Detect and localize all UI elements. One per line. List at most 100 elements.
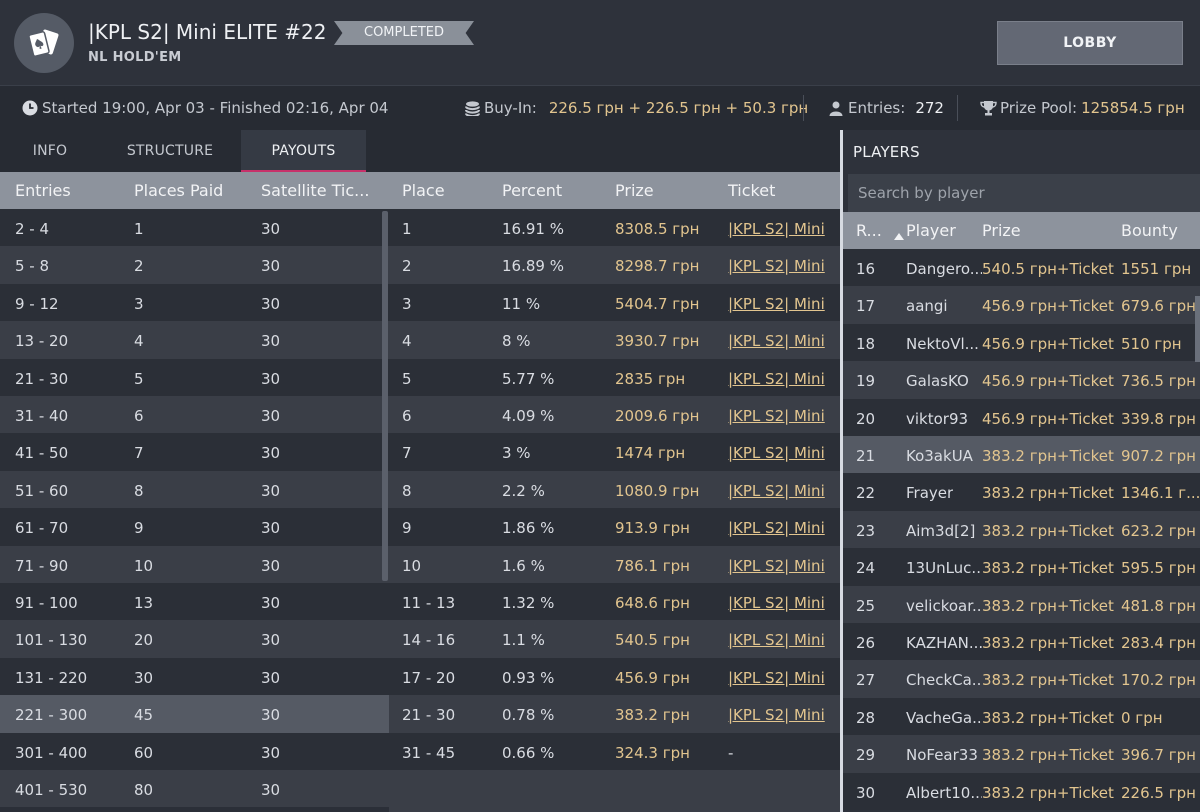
prize-cell: 1474 грн: [615, 444, 686, 463]
table-row[interactable]: 101 - 130 20 30: [0, 620, 389, 658]
percent-cell: 16.89 %: [502, 257, 564, 276]
player-row[interactable]: 20 viktor93 456.9 грн+Ticket 339.8 грн: [843, 398, 1200, 436]
column-header-place[interactable]: Place: [402, 181, 445, 200]
places-paid-cell: 6: [134, 407, 144, 425]
table-row[interactable]: 10 1.6 % 786.1 грн |KPL S2| Mini: [389, 545, 840, 583]
entries-cell: 101 - 130: [15, 631, 88, 650]
table-row[interactable]: 1 16.91 % 8308.5 грн |KPL S2| Mini: [389, 209, 840, 247]
table-row[interactable]: 61 - 70 9 30: [0, 508, 389, 546]
player-row[interactable]: 23 Aim3d[2] 383.2 грн+Ticket 623.2 грн: [843, 510, 1200, 549]
table-row[interactable]: 221 - 300 45 30: [0, 695, 389, 733]
player-row[interactable]: 27 CheckCa... 383.2 грн+Ticket 170.2 грн: [843, 660, 1200, 698]
ticket-link[interactable]: |KPL S2| Mini: [728, 594, 825, 612]
table-row[interactable]: 21 - 30 5 30: [0, 358, 389, 396]
table-row[interactable]: 9 1.86 % 913.9 грн |KPL S2| Mini: [389, 508, 840, 546]
table-row[interactable]: 21 - 30 0.78 % 383.2 грн |KPL S2| Mini: [389, 695, 840, 733]
prize-pool-info: Prize Pool: 125854.5 грн: [980, 99, 1185, 117]
clock-icon: [22, 100, 38, 116]
places-paid-cell: 80: [134, 781, 154, 799]
ticket-link[interactable]: |KPL S2| Mini: [728, 257, 825, 276]
table-row[interactable]: 3 11 % 5404.7 грн |KPL S2| Mini: [389, 283, 840, 322]
table-row[interactable]: 71 - 90 10 30: [0, 545, 389, 583]
entries-cell: 61 - 70: [15, 519, 69, 538]
table-row[interactable]: 31 - 40 6 30: [0, 396, 389, 434]
table-row[interactable]: 11 - 13 1.32 % 648.6 грн |KPL S2| Mini: [389, 583, 840, 621]
table-row[interactable]: 17 - 20 0.93 % 456.9 грн |KPL S2| Mini: [389, 657, 840, 696]
table-row[interactable]: 91 - 100 13 30: [0, 583, 389, 621]
ticket-link[interactable]: |KPL S2| Mini: [728, 294, 825, 313]
ticket-link[interactable]: |KPL S2| Mini: [728, 332, 825, 351]
table-row[interactable]: 5 - 8 2 30: [0, 246, 389, 284]
ticket-link[interactable]: |KPL S2| Mini: [728, 556, 825, 575]
tab-payouts[interactable]: PAYOUTS: [241, 130, 366, 172]
place-cell: 21 - 30: [402, 706, 456, 725]
table-row[interactable]: 2 16.89 % 8298.7 грн |KPL S2| Mini: [389, 246, 840, 284]
ticket-link[interactable]: |KPL S2| Mini: [728, 407, 825, 425]
table-row[interactable]: 5 5.77 % 2835 грн |KPL S2| Mini: [389, 358, 840, 396]
percent-cell: 3 %: [502, 444, 531, 463]
ticket-link[interactable]: |KPL S2| Mini: [728, 631, 825, 650]
table-row[interactable]: 14 - 16 1.1 % 540.5 грн |KPL S2| Mini: [389, 620, 840, 658]
player-row[interactable]: 16 Dangero... 540.5 грн+Ticket 1551 грн: [843, 249, 1200, 287]
time-info: Started 19:00, Apr 03 - Finished 02:16, …: [22, 99, 388, 117]
player-row[interactable]: 17 aangi 456.9 грн+Ticket 679.6 грн: [843, 286, 1200, 324]
column-header-rank[interactable]: R...: [856, 221, 882, 240]
table-row[interactable]: 13 - 20 4 30: [0, 321, 389, 359]
entries-cell: 221 - 300: [15, 706, 88, 725]
player-row[interactable]: 21 Ko3akUA 383.2 грн+Ticket 907.2 грн: [843, 436, 1200, 474]
table-row[interactable]: 6 4.09 % 2009.6 грн |KPL S2| Mini: [389, 396, 840, 434]
table-row[interactable]: 7 3 % 1474 грн |KPL S2| Mini: [389, 433, 840, 471]
places-paid-cell: 7: [134, 444, 144, 463]
table-row[interactable]: 131 - 220 30 30: [0, 657, 389, 696]
table-row[interactable]: 4 8 % 3930.7 грн |KPL S2| Mini: [389, 321, 840, 359]
column-header-percent[interactable]: Percent: [502, 181, 563, 200]
column-header-entries[interactable]: Entries: [15, 181, 71, 200]
table-row[interactable]: 51 - 60 8 30: [0, 470, 389, 509]
player-prize-cell: 383.2 грн+Ticket: [982, 634, 1114, 652]
player-row[interactable]: 29 NoFear33 383.2 грн+Ticket 396.7 грн: [843, 735, 1200, 773]
tab-info[interactable]: INFO: [32, 143, 68, 159]
player-row[interactable]: 30 Albert10... 383.2 грн+Ticket 226.5 грн: [843, 772, 1200, 810]
tournament-logo: [14, 13, 74, 73]
player-row[interactable]: 28 VacheGa... 383.2 грн+Ticket 0 грн: [843, 697, 1200, 736]
table-row[interactable]: 41 - 50 7 30: [0, 433, 389, 471]
divider: [803, 95, 804, 121]
ticket-link[interactable]: |KPL S2| Mini: [728, 444, 825, 463]
table-row[interactable]: 401 - 530 80 30: [0, 770, 389, 808]
ticket-link[interactable]: |KPL S2| Mini: [728, 369, 825, 388]
table-row[interactable]: 8 2.2 % 1080.9 грн |KPL S2| Mini: [389, 470, 840, 509]
column-header-prize[interactable]: Prize: [982, 221, 1021, 240]
entries-scrollbar[interactable]: [382, 211, 388, 581]
column-header-player[interactable]: Player: [906, 221, 956, 240]
player-row[interactable]: 24 13UnLuc... 383.2 грн+Ticket 595.5 грн: [843, 548, 1200, 586]
players-scrollbar[interactable]: [1195, 296, 1200, 362]
ticket-link[interactable]: |KPL S2| Mini: [728, 668, 825, 687]
place-cell: 17 - 20: [402, 668, 456, 687]
lobby-button[interactable]: LOBBY: [997, 21, 1183, 65]
table-row[interactable]: 31 - 45 0.66 % 324.3 грн -: [389, 732, 840, 770]
ticket-link[interactable]: |KPL S2| Mini: [728, 519, 825, 538]
player-search-input[interactable]: [848, 174, 1200, 212]
table-row[interactable]: 301 - 400 60 30: [0, 732, 389, 770]
player-name-cell: Ko3akUA: [906, 447, 973, 465]
prize-cell: 913.9 грн: [615, 519, 690, 538]
player-row[interactable]: 22 Frayer 383.2 грн+Ticket 1346.1 г...: [843, 473, 1200, 511]
satellite-tickets-cell: 30: [261, 220, 281, 238]
column-header-bounty[interactable]: Bounty: [1121, 221, 1178, 240]
satellite-tickets-cell: 30: [261, 706, 281, 725]
player-row[interactable]: 18 NektoVl... 456.9 грн+Ticket 510 грн: [843, 323, 1200, 362]
player-row[interactable]: 25 velickoar... 383.2 грн+Ticket 481.8 грн: [843, 585, 1200, 623]
tab-structure[interactable]: STRUCTURE: [126, 143, 214, 159]
player-row[interactable]: 26 KAZHAN... 383.2 грн+Ticket 283.4 грн: [843, 623, 1200, 661]
ticket-link[interactable]: |KPL S2| Mini: [728, 220, 825, 238]
rank-cell: 19: [856, 372, 876, 391]
column-header-places-paid[interactable]: Places Paid: [134, 181, 224, 200]
ticket-link[interactable]: |KPL S2| Mini: [728, 706, 825, 725]
column-header-ticket[interactable]: Ticket: [728, 181, 776, 200]
column-header-satellite-tickets[interactable]: Satellite Tic...: [261, 181, 370, 200]
table-row[interactable]: 2 - 4 1 30: [0, 209, 389, 247]
player-row[interactable]: 19 GalasKO 456.9 грн+Ticket 736.5 грн: [843, 361, 1200, 399]
ticket-link[interactable]: |KPL S2| Mini: [728, 481, 825, 500]
column-header-prize[interactable]: Prize: [615, 181, 654, 200]
table-row[interactable]: 9 - 12 3 30: [0, 283, 389, 322]
